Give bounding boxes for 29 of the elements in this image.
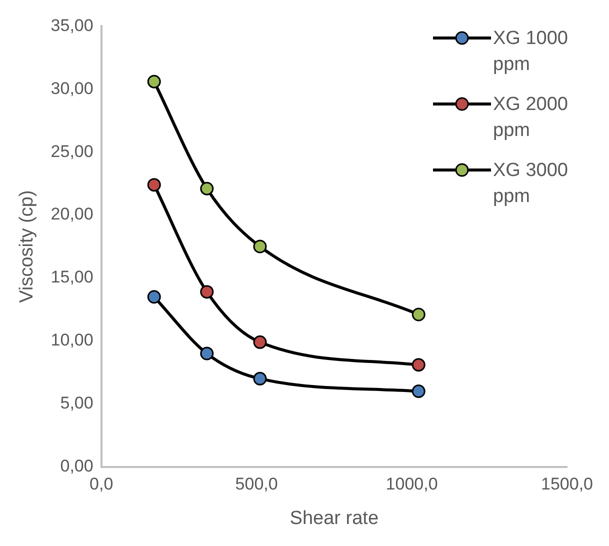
y-tick-label: 10,00 xyxy=(50,330,94,350)
point xyxy=(412,308,426,322)
point xyxy=(200,182,214,196)
x-tick-label: 1000,0 xyxy=(386,474,438,494)
x-axis-title: Shear rate xyxy=(290,508,379,529)
point xyxy=(147,290,161,304)
y-tick-label: 30,00 xyxy=(50,78,94,98)
point xyxy=(253,372,267,386)
y-tick-label: 25,00 xyxy=(50,142,94,161)
point xyxy=(200,346,214,360)
point xyxy=(253,335,267,349)
x-tick-label: 1500,0 xyxy=(541,474,593,494)
legend-label: XG 2000 ppm xyxy=(493,93,569,143)
x-tick-label: 500,0 xyxy=(235,474,278,494)
point xyxy=(412,384,426,398)
y-tick-label: 20,00 xyxy=(50,204,94,224)
legend-label: XG 3000 ppm xyxy=(493,159,569,209)
x-tick-label: 0,0 xyxy=(90,474,114,494)
y-tick-label: 0,00 xyxy=(60,456,94,476)
legend-label: XG 1000 ppm xyxy=(493,27,569,77)
y-tick-label: 5,00 xyxy=(60,394,94,413)
y-tick-label: 15,00 xyxy=(50,268,94,287)
point xyxy=(147,74,161,88)
point xyxy=(253,240,267,254)
y-axis-title: Viscosity (cp) xyxy=(16,190,38,303)
y-tick-label: 35,00 xyxy=(50,16,94,35)
point xyxy=(147,178,161,192)
point xyxy=(412,358,426,372)
point xyxy=(200,285,214,299)
